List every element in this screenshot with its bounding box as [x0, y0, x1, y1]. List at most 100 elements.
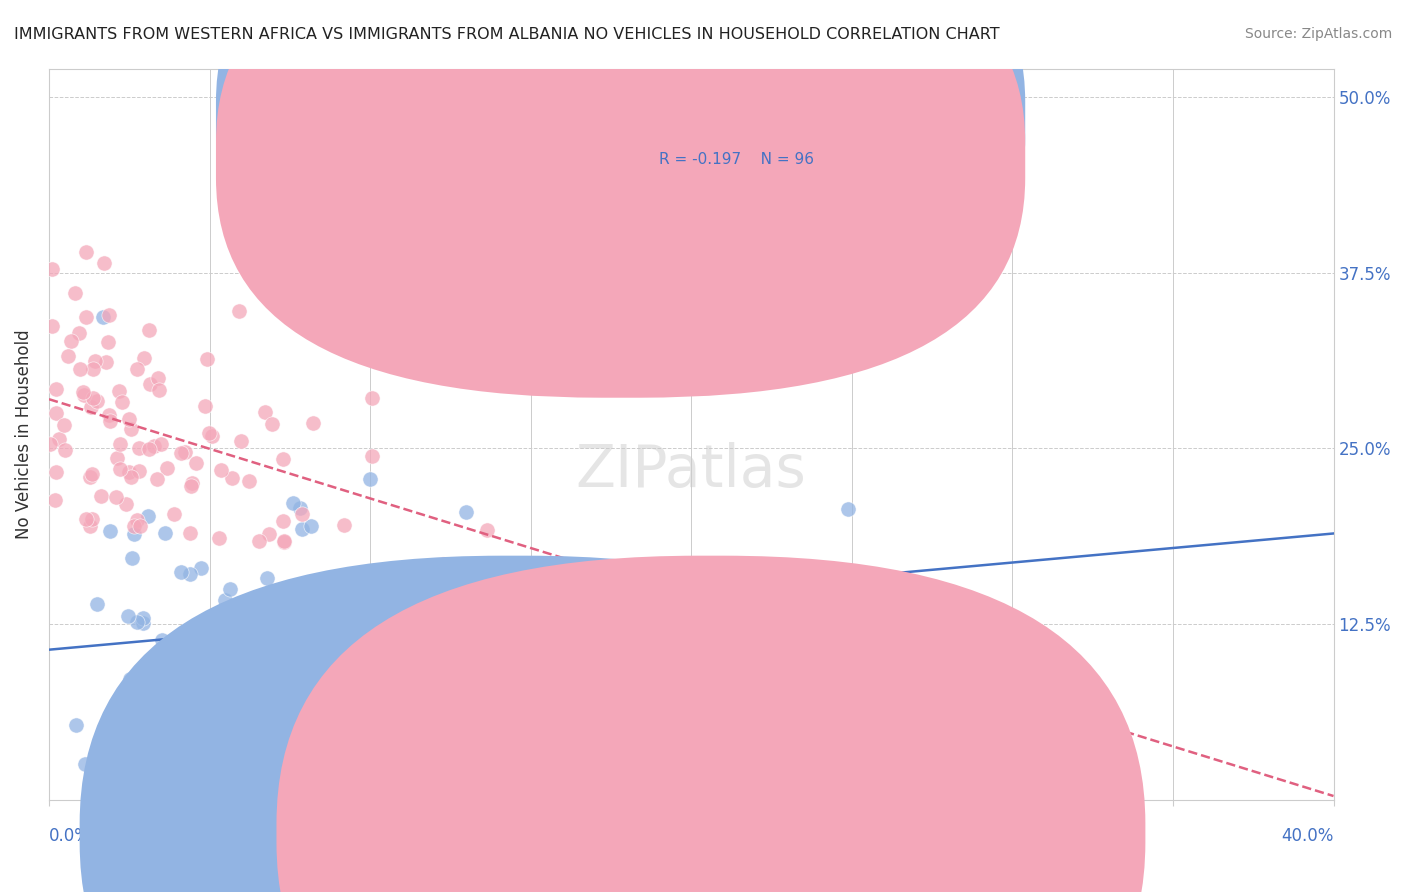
- Point: [330, 586, 353, 600]
- Point: [162, 507, 184, 521]
- Text: ZIPatlas: ZIPatlas: [576, 442, 807, 500]
- Point: [118, 411, 141, 425]
- Point: [73, 756, 96, 771]
- Point: [195, 352, 218, 367]
- Text: R = -0.197    N = 96: R = -0.197 N = 96: [659, 153, 814, 168]
- Point: [281, 496, 304, 510]
- Point: [93, 256, 115, 270]
- Point: [249, 657, 271, 671]
- Point: [149, 437, 172, 451]
- Point: [90, 489, 112, 503]
- Point: [254, 405, 277, 419]
- Point: [80, 467, 103, 482]
- Point: [73, 387, 96, 401]
- Point: [190, 685, 212, 699]
- Point: [179, 526, 201, 541]
- Y-axis label: No Vehicles in Household: No Vehicles in Household: [15, 329, 32, 539]
- Point: [360, 391, 382, 405]
- Point: [98, 308, 121, 322]
- Point: [302, 416, 325, 430]
- Point: [197, 724, 219, 739]
- Point: [41, 261, 63, 276]
- Text: R =  0.068    N = 72: R = 0.068 N = 72: [659, 112, 813, 128]
- Point: [83, 354, 105, 368]
- Point: [181, 476, 204, 491]
- Point: [224, 608, 246, 623]
- Point: [201, 429, 224, 443]
- Point: [120, 470, 142, 484]
- Point: [94, 355, 117, 369]
- FancyBboxPatch shape: [217, 0, 1025, 398]
- Point: [837, 502, 859, 516]
- Point: [477, 523, 499, 537]
- Point: [225, 694, 247, 708]
- Point: [305, 623, 328, 637]
- FancyBboxPatch shape: [575, 98, 922, 208]
- Point: [118, 673, 141, 687]
- Point: [250, 608, 273, 623]
- Point: [79, 519, 101, 533]
- Point: [470, 723, 492, 738]
- Point: [359, 472, 381, 486]
- Point: [146, 370, 169, 384]
- Point: [63, 285, 86, 300]
- Point: [79, 470, 101, 484]
- Point: [80, 512, 103, 526]
- Point: [134, 351, 156, 366]
- Point: [121, 551, 143, 566]
- Point: [273, 535, 295, 549]
- Point: [120, 422, 142, 436]
- Point: [98, 409, 121, 423]
- Point: [131, 616, 153, 631]
- Point: [58, 349, 80, 363]
- Point: [105, 450, 128, 465]
- Point: [45, 405, 67, 419]
- Point: [250, 646, 273, 660]
- Point: [138, 508, 160, 523]
- Point: [44, 492, 66, 507]
- Text: Source: ZipAtlas.com: Source: ZipAtlas.com: [1244, 27, 1392, 41]
- Point: [108, 462, 131, 476]
- Point: [98, 414, 121, 428]
- Point: [190, 665, 212, 680]
- Point: [145, 720, 167, 734]
- Point: [53, 443, 76, 458]
- Point: [229, 434, 252, 448]
- Point: [434, 633, 457, 648]
- Point: [138, 760, 160, 774]
- Point: [346, 598, 368, 612]
- Point: [148, 383, 170, 397]
- Point: [228, 304, 250, 318]
- Point: [427, 643, 450, 657]
- Point: [150, 633, 173, 648]
- Point: [72, 384, 94, 399]
- Point: [291, 507, 314, 521]
- Point: [239, 597, 262, 611]
- Point: [45, 465, 67, 479]
- Point: [170, 445, 193, 459]
- Point: [299, 518, 322, 533]
- Point: [550, 381, 572, 395]
- Point: [108, 437, 131, 451]
- Point: [86, 597, 108, 611]
- Point: [67, 326, 90, 340]
- Point: [143, 439, 166, 453]
- Text: 0.0%: 0.0%: [49, 827, 91, 845]
- Point: [59, 334, 82, 348]
- Point: [262, 601, 284, 615]
- Point: [233, 679, 256, 693]
- Point: [321, 719, 343, 733]
- Point: [413, 690, 436, 705]
- Point: [98, 524, 121, 538]
- Point: [278, 685, 301, 699]
- Point: [125, 362, 148, 376]
- Point: [122, 527, 145, 541]
- Point: [122, 519, 145, 533]
- Point: [127, 513, 149, 527]
- Point: [214, 592, 236, 607]
- Point: [361, 450, 384, 464]
- Point: [209, 463, 232, 477]
- Point: [291, 522, 314, 536]
- Point: [107, 384, 129, 398]
- Point: [254, 720, 277, 734]
